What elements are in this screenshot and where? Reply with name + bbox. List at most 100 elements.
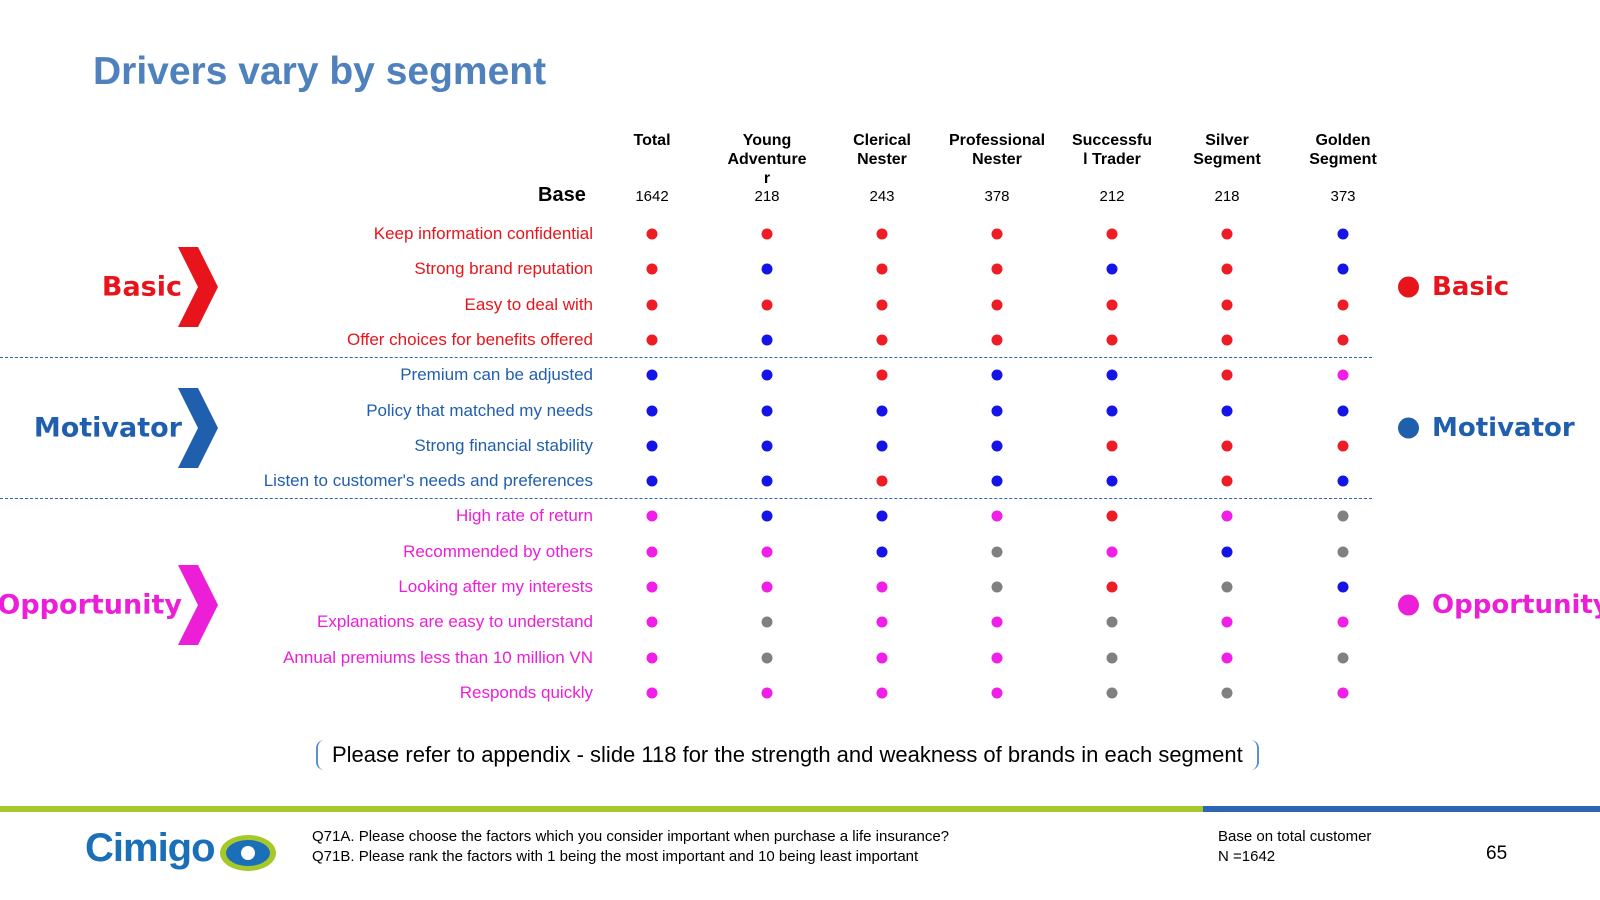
dot (1106, 299, 1118, 311)
dot (1221, 299, 1233, 311)
dot (646, 440, 658, 452)
column-header: Successfu l Trader (1071, 132, 1153, 168)
logo-eye (220, 835, 276, 871)
base-value: 218 (754, 188, 780, 205)
dot (991, 616, 1003, 628)
question-a: Q71A. Please choose the factors which yo… (312, 828, 950, 845)
row-label: Premium can be adjusted (400, 365, 593, 385)
dot (646, 581, 658, 593)
column-header: Silver Segment (1193, 132, 1261, 168)
dot (646, 510, 658, 522)
dot (646, 687, 658, 699)
dot (1337, 687, 1349, 699)
base-value: 218 (1214, 188, 1240, 205)
dot (991, 652, 1003, 664)
dot (761, 228, 773, 240)
dot (991, 510, 1003, 522)
base-value: 373 (1330, 188, 1356, 205)
base-value: 1642 (635, 188, 669, 205)
chevron (178, 564, 218, 645)
dot (1337, 440, 1349, 452)
dot (876, 228, 888, 240)
dot (646, 369, 658, 381)
dot (876, 616, 888, 628)
dot (1221, 369, 1233, 381)
dot (761, 687, 773, 699)
dot (1221, 581, 1233, 593)
dot (991, 334, 1003, 346)
dot (1337, 405, 1349, 416)
column-header: Young Adventure r (727, 132, 807, 187)
dot (1106, 263, 1118, 275)
dot (1106, 546, 1118, 558)
dot (1221, 546, 1233, 558)
dot (991, 263, 1003, 275)
dot (1106, 687, 1118, 699)
dot (646, 475, 658, 487)
dot (991, 440, 1003, 452)
dot (1221, 616, 1233, 628)
dot (991, 299, 1003, 311)
dot (876, 581, 888, 593)
chevron (178, 388, 218, 469)
column-header: Golden Segment (1309, 132, 1377, 168)
dot (761, 546, 773, 558)
dot (1106, 475, 1118, 487)
legend-dot (1398, 594, 1419, 616)
dot (876, 369, 888, 381)
base-value: 243 (869, 188, 895, 205)
base-value: 378 (984, 188, 1010, 205)
dot (1221, 510, 1233, 522)
dot (1337, 475, 1349, 487)
n-note: N =1642 (1218, 848, 1276, 865)
dot (1221, 652, 1233, 664)
dot (1337, 652, 1349, 664)
dot (646, 616, 658, 628)
dot (991, 546, 1003, 558)
row-label: Explanations are easy to understand (317, 612, 593, 632)
dot (1337, 299, 1349, 311)
dot (761, 369, 773, 381)
dot (1337, 228, 1349, 240)
logo-text: Cimigo (85, 826, 216, 870)
dot (991, 475, 1003, 487)
row-label: Offer choices for benefits offered (346, 329, 593, 349)
dot (646, 228, 658, 240)
slide-title: Drivers vary by segment (93, 50, 547, 93)
legend-label: Opportunity (1432, 589, 1600, 620)
dot (761, 581, 773, 593)
chevron-shape (178, 388, 218, 469)
logo-eye-pupil (241, 846, 255, 860)
dot (1221, 263, 1233, 275)
dot (876, 687, 888, 699)
row-label: Strong brand reputation (414, 259, 593, 279)
note: Please refer to appendix - slide 118 for… (316, 740, 1259, 770)
dot (646, 299, 658, 311)
row-label: High rate of return (455, 506, 593, 526)
footer-bar-green (0, 806, 1203, 812)
base-note: Base on total customer (1218, 828, 1372, 845)
dot (761, 475, 773, 487)
chevron-shape (178, 246, 218, 327)
dot (761, 510, 773, 522)
chevron-shape (178, 564, 218, 645)
dot (876, 652, 888, 664)
dot (1337, 581, 1349, 593)
dot (876, 475, 888, 487)
row-label: Strong financial stability (414, 435, 593, 455)
base-label: Base (538, 184, 586, 206)
dot (646, 546, 658, 558)
dot (876, 299, 888, 311)
legend-dot (1398, 417, 1419, 439)
column-header: Total (633, 132, 671, 149)
row-label: Recommended by others (403, 541, 593, 561)
question-b: Q71B. Please rank the factors with 1 bei… (312, 848, 919, 865)
dot (876, 263, 888, 275)
dot (991, 405, 1003, 416)
group-label: Opportunity (0, 589, 182, 621)
dot (1221, 334, 1233, 346)
dot (646, 263, 658, 275)
dot (761, 616, 773, 628)
column-header: Clerical Nester (853, 132, 911, 168)
group-label: Basic (101, 271, 182, 303)
